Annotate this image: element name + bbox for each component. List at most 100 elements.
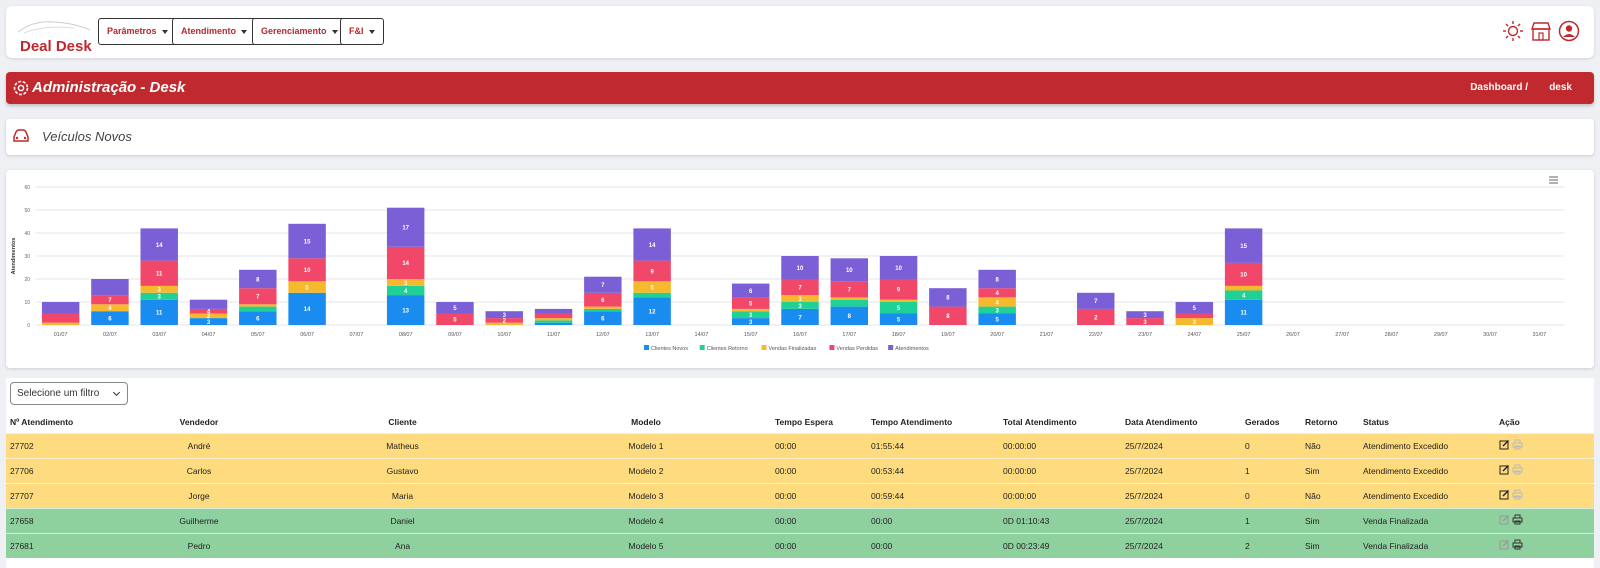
nav-parametros-button[interactable]: Parâmetros <box>98 18 177 45</box>
data-label: 3 <box>158 288 162 294</box>
data-label: 6 <box>108 316 112 322</box>
chart-menu-icon[interactable] <box>1549 176 1558 184</box>
y-tick-label: 0 <box>27 323 30 329</box>
store-icon[interactable] <box>1530 20 1552 42</box>
data-label: 3 <box>1143 313 1147 319</box>
filter-placeholder: Selecione um filtro <box>17 388 100 399</box>
nav-atendimento-button[interactable]: Atendimento <box>172 18 256 45</box>
table-cell: 0D 00:23:49 <box>999 532 1121 558</box>
bar-segment <box>140 228 178 261</box>
table-cell: 00:53:44 <box>867 457 999 483</box>
data-label: 4 <box>404 289 408 295</box>
bar-segment <box>1126 311 1164 319</box>
data-label: 5 <box>453 306 457 312</box>
bar-segment <box>140 292 178 300</box>
column-header[interactable]: Cliente <box>388 417 417 428</box>
table-cell: Sim <box>1301 457 1359 483</box>
bar-segment <box>978 269 1016 289</box>
table-cell: 27658 <box>6 507 114 533</box>
bar-segment <box>633 292 671 298</box>
x-tick-label: 30/07 <box>1483 332 1497 338</box>
bar-segment <box>781 279 819 296</box>
data-label: 4 <box>1242 293 1246 299</box>
table-cell: Jorge <box>114 482 284 508</box>
deal-desk-logo[interactable]: Deal Desk <box>14 16 94 55</box>
table-cell: Maria <box>284 482 521 508</box>
column-header[interactable]: Data Atendimento <box>1125 417 1198 428</box>
print-icon[interactable] <box>1512 464 1523 475</box>
table-row[interactable]: 27707 Jorge Maria Modelo 3 00:00 00:59:44 00:0… <box>6 482 1594 508</box>
table-row[interactable]: 27702 André Matheus Modelo 1 00:00 01:55:44 00… <box>6 432 1594 458</box>
edit-icon[interactable] <box>1499 489 1510 500</box>
table-row[interactable]: 27681 Pedro Ana Modelo 5 00:00 00:00 0D 00:23:… <box>6 532 1594 558</box>
bar-segment <box>485 322 523 325</box>
print-icon[interactable] <box>1512 439 1523 450</box>
x-tick-label: 20/07 <box>990 332 1004 338</box>
data-label: 3 <box>503 313 507 319</box>
bar-segment <box>534 320 573 323</box>
bar-segment <box>436 313 474 325</box>
print-icon[interactable] <box>1512 514 1523 525</box>
table-cell: Atendimento Excedido <box>1359 482 1495 508</box>
nav-gerenciamento-button[interactable]: Gerenciamento <box>252 18 347 45</box>
x-tick-label: 04/07 <box>202 332 216 338</box>
x-tick-label: 25/07 <box>1237 332 1251 338</box>
bar-segment <box>1077 308 1115 325</box>
column-header[interactable]: Status <box>1363 417 1389 428</box>
column-header[interactable]: Tempo Espera <box>775 417 833 428</box>
table-cell: Matheus <box>284 432 521 458</box>
column-header[interactable]: Ação <box>1499 417 1520 428</box>
legend-label: Atendimentos <box>895 346 929 352</box>
column-header[interactable]: Total Atendimento <box>1003 417 1077 428</box>
bar-segment <box>929 306 967 325</box>
column-header[interactable]: Retorno <box>1305 417 1338 428</box>
table-cell: 25/7/2024 <box>1121 432 1241 458</box>
x-tick-label: 22/07 <box>1089 332 1103 338</box>
action-cell <box>1495 532 1594 558</box>
edit-icon[interactable] <box>1499 539 1510 550</box>
column-header[interactable]: Tempo Atendimento <box>871 417 953 428</box>
legend-swatch <box>699 345 705 350</box>
bar-segment <box>584 311 622 325</box>
table-cell: Modelo 4 <box>521 507 771 533</box>
column-header[interactable]: Vendedor <box>179 417 219 428</box>
data-label: 5 <box>650 285 654 291</box>
table-row[interactable]: 27706 Carlos Gustavo Modelo 2 00:00 00:53:44 0… <box>6 457 1594 483</box>
data-label: 5 <box>305 285 309 291</box>
table-cell: 00:59:44 <box>867 482 999 508</box>
bar-segment <box>239 306 277 312</box>
table-cell: 00:00 <box>771 482 867 508</box>
data-label: 5 <box>897 318 901 324</box>
bar-segment <box>731 318 770 325</box>
print-icon[interactable] <box>1512 489 1523 500</box>
column-header[interactable]: Gerados <box>1245 417 1280 428</box>
breadcrumb-dashboard[interactable]: Dashboard / <box>1470 82 1528 93</box>
y-tick-label: 10 <box>24 300 30 306</box>
table-cell: Gustavo <box>284 457 521 483</box>
data-label: 10 <box>797 266 804 272</box>
edit-icon[interactable] <box>1499 464 1510 475</box>
edit-icon[interactable] <box>1499 514 1510 525</box>
nav-fi-button[interactable]: F&I <box>340 18 384 45</box>
bar-segment <box>830 281 869 298</box>
car-icon <box>13 129 29 142</box>
bar-segment <box>1175 318 1214 325</box>
column-header[interactable]: Nº Atendimento <box>10 417 74 428</box>
bar-segment <box>91 279 129 296</box>
print-icon[interactable] <box>1512 539 1523 550</box>
sun-icon[interactable] <box>1502 20 1524 42</box>
data-label: 7 <box>1094 299 1098 305</box>
data-label: 3 <box>404 281 408 287</box>
column-header[interactable]: Modelo <box>631 417 661 428</box>
caret-down-icon <box>368 29 375 34</box>
edit-icon[interactable] <box>1499 439 1510 450</box>
bar-segment <box>534 313 573 319</box>
data-label: 2 <box>1094 315 1098 321</box>
bar-segment <box>386 285 425 296</box>
user-icon[interactable] <box>1558 20 1580 42</box>
table-row[interactable]: 27658 Guilherme Daniel Modelo 4 00:00 00:00 0D… <box>6 507 1594 533</box>
legend-swatch <box>888 345 894 350</box>
filter-select[interactable]: Selecione um filtro <box>10 382 128 405</box>
bar-segment <box>929 288 967 307</box>
nav-label: Atendimento <box>181 26 236 36</box>
